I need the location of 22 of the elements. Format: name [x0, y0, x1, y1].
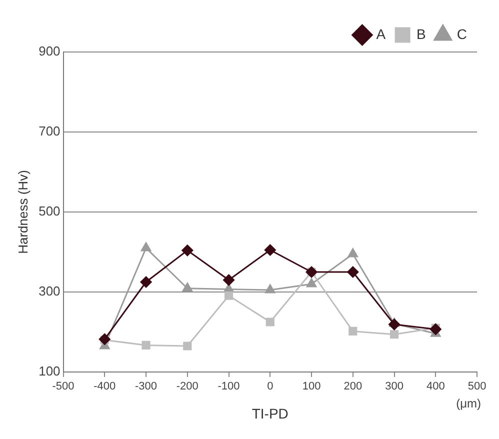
x-tick-label: 300 — [385, 380, 404, 393]
legend-label: A — [376, 26, 386, 42]
x-tick-label: -300 — [135, 380, 158, 393]
y-tick-label: 500 — [38, 204, 60, 219]
x-tick-label: 0 — [267, 380, 274, 393]
x-tick-label: -500 — [52, 380, 74, 393]
x-tick-label: -400 — [94, 380, 116, 393]
x-axis-title: TI-PD — [252, 405, 288, 422]
y-tick-label: 900 — [38, 44, 60, 59]
x-tick-label: 500 — [468, 380, 486, 393]
y-tick-label: 700 — [38, 124, 60, 139]
x-tick-label: 100 — [302, 380, 321, 393]
x-tick-label: 200 — [344, 380, 362, 393]
x-tick-label: -200 — [176, 380, 198, 393]
y-tick-label: 100 — [38, 364, 60, 379]
x-tick-label: -100 — [218, 380, 240, 393]
x-tick-label: 400 — [426, 380, 445, 393]
y-axis-title: Hardness (Hv) — [15, 170, 30, 254]
text: (μm) — [456, 396, 481, 410]
legend-label: C — [456, 26, 468, 42]
legend-label: B — [416, 26, 426, 42]
y-tick-label: 300 — [38, 284, 60, 299]
